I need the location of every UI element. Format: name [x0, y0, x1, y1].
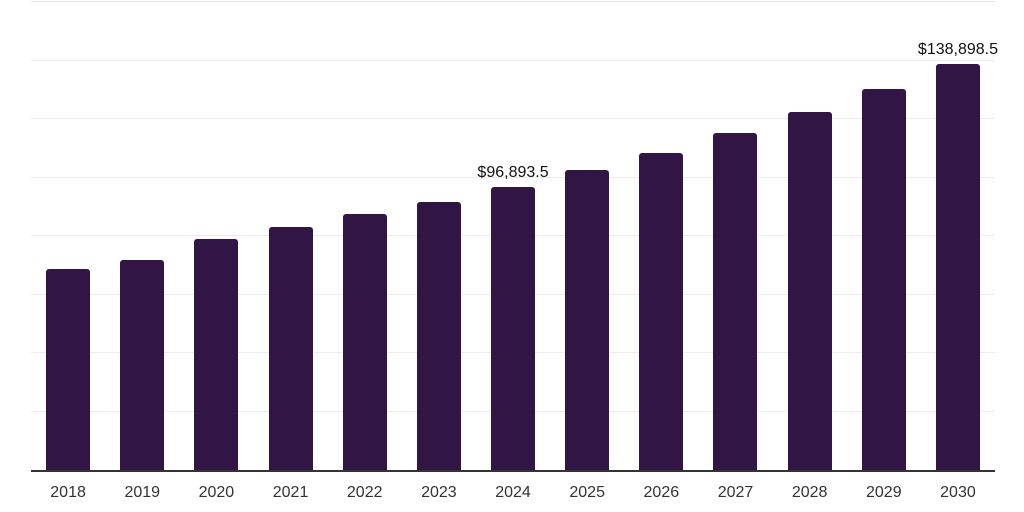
bar-2029[interactable]	[861, 89, 906, 470]
x-tick-label-2019: 2019	[124, 484, 161, 501]
bar-column	[105, 2, 179, 470]
bar-column	[847, 2, 921, 470]
x-tick-label-2020: 2020	[198, 484, 235, 501]
bar-column	[31, 2, 105, 470]
x-tick-label-2030: 2030	[940, 484, 976, 501]
plot-area: $96,893.5 $138,898.5	[31, 1, 998, 472]
x-tick-label-2021: 2021	[272, 484, 309, 501]
x-tick-label-2023: 2023	[421, 484, 457, 501]
x-tick-label-2024: 2024	[495, 484, 531, 501]
x-tick-label-2029: 2029	[866, 484, 902, 501]
bar-column	[773, 2, 847, 470]
bar-column	[253, 2, 327, 470]
bars: $96,893.5 $138,898.5	[31, 2, 998, 470]
bar-2019[interactable]	[120, 259, 165, 470]
x-tick-label-2026: 2026	[643, 484, 680, 501]
x-tick-label-2018: 2018	[50, 484, 86, 501]
bar-column: $96,893.5	[476, 2, 550, 470]
bar-column	[624, 2, 698, 470]
gridline	[31, 118, 995, 119]
bar-2018[interactable]	[46, 269, 91, 470]
bar-2023[interactable]	[416, 201, 461, 470]
bar-column: $138,898.5	[917, 2, 998, 470]
x-axis: 2018 2019 2020 2021 2022 2023 2024 2025 2026 2027…	[31, 483, 995, 502]
x-tick-label-2028: 2028	[791, 484, 828, 501]
bar-column	[328, 2, 402, 470]
gridline	[31, 1, 995, 2]
bar-2027[interactable]	[713, 133, 758, 470]
bar-2021[interactable]	[268, 227, 313, 470]
x-tick-label-2025: 2025	[569, 484, 605, 501]
bar-column	[698, 2, 772, 470]
gridline	[31, 59, 995, 61]
bar-2025[interactable]	[565, 170, 610, 470]
bar-2026[interactable]	[639, 152, 684, 470]
bar-column	[402, 2, 476, 470]
bar-2024[interactable]	[491, 186, 536, 470]
x-tick-label-2027: 2027	[717, 484, 754, 501]
bar-column	[550, 2, 624, 470]
bar-2030[interactable]	[935, 63, 980, 470]
data-label-2024: $96,893.5	[477, 163, 549, 181]
bar-2028[interactable]	[787, 111, 832, 470]
x-tick-label-2022: 2022	[346, 484, 383, 501]
bar-column	[179, 2, 253, 470]
bar-2022[interactable]	[342, 213, 387, 470]
gridline	[31, 176, 995, 178]
data-label-2030: $138,898.5	[917, 40, 998, 58]
bar-2020[interactable]	[194, 238, 239, 470]
